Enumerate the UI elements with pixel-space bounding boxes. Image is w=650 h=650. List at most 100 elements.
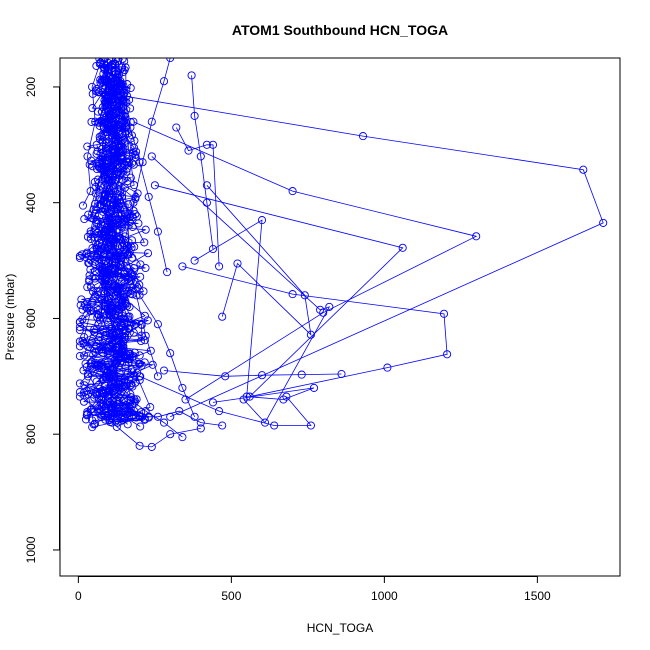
- data-point: [104, 277, 113, 286]
- series-17: [147, 152, 334, 427]
- data-point: [208, 244, 218, 254]
- data-layer: [75, 58, 608, 451]
- y-axis: 200 400 600 800 1000: [24, 77, 60, 563]
- data-point: [86, 306, 95, 315]
- data-point: [114, 383, 123, 392]
- data-point: [141, 407, 150, 416]
- data-point: [121, 354, 130, 363]
- data-point: [132, 212, 141, 221]
- data-point: [579, 165, 588, 174]
- data-point: [101, 372, 110, 381]
- data-point: [75, 352, 84, 361]
- data-point: [122, 85, 131, 95]
- data-point: [96, 117, 105, 126]
- series-8: [107, 418, 205, 451]
- data-point: [105, 248, 115, 257]
- data-point: [125, 312, 134, 321]
- series-line: [114, 63, 168, 273]
- y-tick-label: 200: [24, 77, 38, 97]
- data-point: [208, 398, 218, 407]
- data-point: [101, 364, 110, 373]
- data-point: [103, 400, 112, 409]
- x-tick-label: 1500: [524, 589, 551, 603]
- data-point: [86, 187, 95, 196]
- data-point: [98, 268, 108, 277]
- data-point: [98, 158, 107, 167]
- data-point: [94, 219, 103, 228]
- data-point: [135, 372, 144, 381]
- data-point: [358, 132, 368, 141]
- data-point: [126, 404, 135, 414]
- data-point: [178, 433, 187, 442]
- data-point: [85, 277, 94, 286]
- series-line: [206, 185, 312, 336]
- data-point: [95, 247, 104, 256]
- series-9: [172, 123, 224, 271]
- y-tick-label: 400: [24, 192, 38, 212]
- data-point: [104, 175, 114, 184]
- data-point: [218, 312, 227, 321]
- data-point: [148, 360, 157, 369]
- data-point: [121, 407, 130, 416]
- data-point: [114, 275, 123, 284]
- data-point: [215, 407, 224, 416]
- data-point: [300, 291, 309, 300]
- data-point: [102, 127, 112, 137]
- data-point: [75, 322, 84, 332]
- data-point: [144, 192, 153, 201]
- data-point: [88, 298, 97, 307]
- data-point: [104, 110, 113, 119]
- data-point: [131, 397, 140, 406]
- data-point: [108, 263, 117, 272]
- data-point: [153, 372, 162, 381]
- data-point: [119, 401, 128, 410]
- series-3: [129, 117, 481, 404]
- data-point: [146, 403, 155, 412]
- data-point: [153, 320, 162, 329]
- data-point: [108, 257, 117, 266]
- data-point: [111, 59, 120, 68]
- data-point: [279, 395, 288, 404]
- data-point: [91, 205, 100, 214]
- data-point: [116, 171, 125, 180]
- data-point: [98, 344, 107, 353]
- data-point: [86, 265, 95, 274]
- data-point: [88, 162, 97, 171]
- data-point: [101, 227, 110, 236]
- data-point: [124, 200, 133, 209]
- data-point: [76, 301, 85, 310]
- y-tick-label: 1000: [24, 536, 38, 563]
- data-point: [87, 283, 96, 292]
- data-point: [135, 359, 144, 368]
- data-point: [107, 418, 117, 427]
- data-point: [87, 337, 96, 346]
- data-point: [136, 336, 146, 346]
- data-point: [91, 209, 100, 219]
- data-point: [101, 298, 110, 307]
- data-point: [133, 189, 142, 198]
- data-point: [78, 201, 88, 210]
- data-point: [120, 284, 130, 293]
- data-point: [92, 377, 101, 386]
- data-point: [159, 418, 169, 427]
- data-point: [90, 233, 100, 242]
- data-point: [132, 395, 141, 404]
- data-point: [196, 152, 205, 161]
- data-point: [103, 66, 112, 75]
- data-point: [75, 379, 84, 388]
- data-point: [239, 395, 248, 404]
- data-point: [140, 336, 149, 345]
- data-point: [94, 88, 103, 97]
- series-line: [82, 63, 101, 206]
- series-line: [151, 156, 331, 424]
- data-point: [166, 430, 175, 439]
- data-point: [126, 395, 135, 404]
- data-point: [309, 383, 319, 392]
- data-point: [135, 412, 144, 421]
- data-point: [117, 80, 126, 89]
- data-point: [80, 333, 89, 342]
- series-cloud-29: [87, 73, 153, 432]
- data-point: [108, 340, 117, 349]
- data-point: [187, 71, 196, 80]
- data-point: [120, 88, 129, 97]
